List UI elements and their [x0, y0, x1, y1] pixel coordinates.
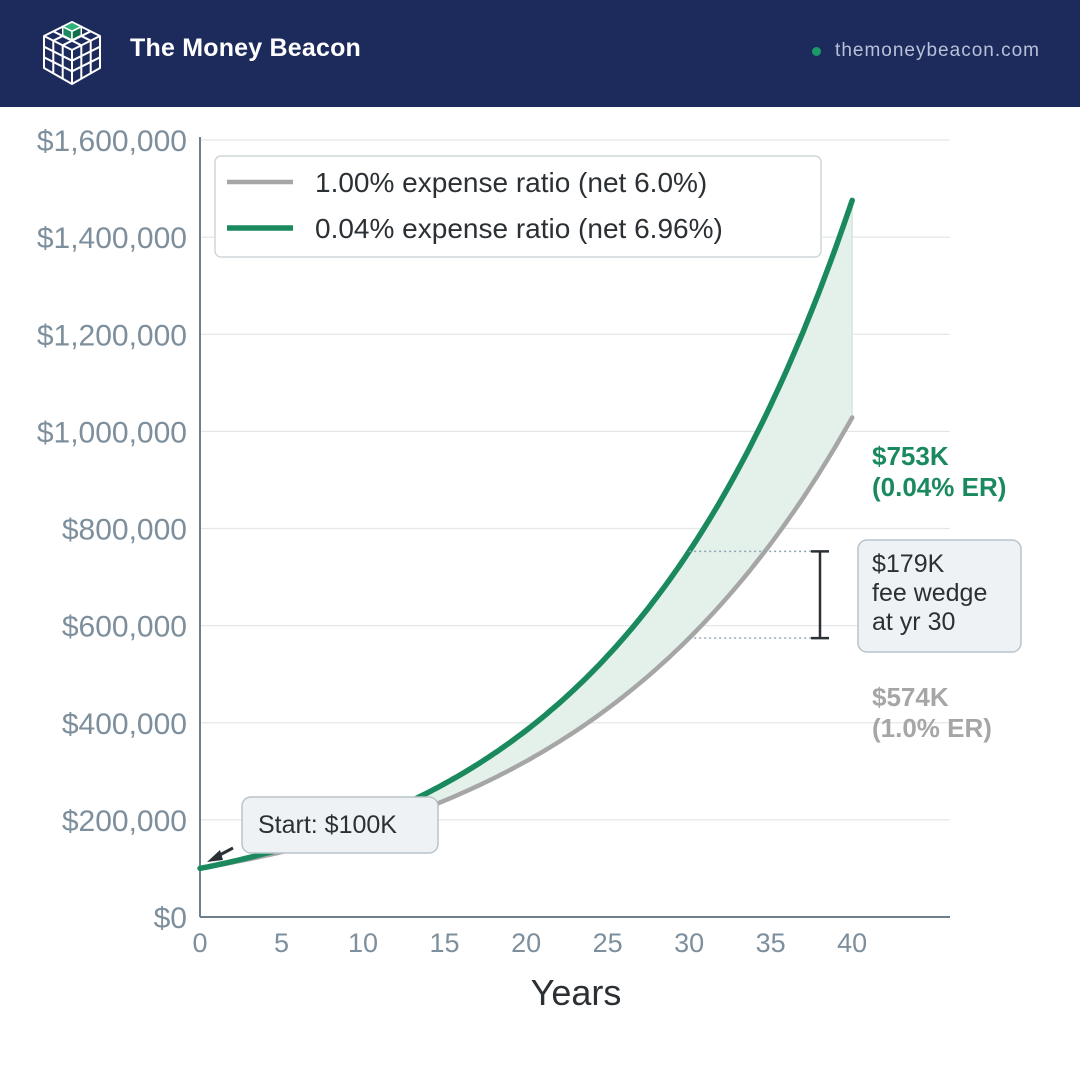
y-tick-label: $600,000 [62, 611, 187, 644]
wedge-annotation-text: at yr 30 [872, 608, 955, 636]
legend-label-green: 0.04% expense ratio (net 6.96%) [315, 213, 723, 244]
y-tick-label: $1,400,000 [37, 222, 187, 255]
y-tick-label: $1,200,000 [37, 319, 187, 352]
y-tick-label: $0 [154, 902, 187, 935]
y-tick-label: $1,000,000 [37, 416, 187, 449]
x-tick-label: 5 [274, 928, 289, 958]
status-dot-icon [812, 46, 822, 56]
fee-gap-area [200, 200, 853, 869]
brand-name: The Money Beacon [130, 34, 362, 62]
gray-end-label: $574K [872, 682, 949, 712]
green-end-label: $753K [872, 441, 949, 471]
y-tick-label: $1,600,000 [37, 125, 187, 158]
y-tick-label: $400,000 [62, 708, 187, 741]
x-tick-label: 20 [511, 928, 541, 958]
x-tick-label: 30 [674, 928, 704, 958]
start-annotation-text: Start: $100K [258, 811, 397, 839]
header-bar: The Money Beacon themoneybeacon.com [0, 0, 1080, 107]
gray-end-sublabel: (1.0% ER) [872, 713, 992, 743]
y-tick-label: $200,000 [62, 805, 187, 838]
x-tick-label: 40 [837, 928, 867, 958]
growth-chart: $0 $200,000 $400,000 $600,000 $800,000 $1,000… [37, 125, 1022, 1013]
site-url-text: themoneybeacon.com [835, 40, 1040, 61]
legend-label-gray: 1.00% expense ratio (net 6.0%) [315, 167, 707, 198]
wedge-annotation-text: fee wedge [872, 579, 987, 607]
x-tick-label: 15 [430, 928, 460, 958]
legend-box [214, 155, 822, 258]
x-axis-label: Years [531, 972, 622, 1013]
x-tick-label: 25 [593, 928, 623, 958]
site-url[interactable]: themoneybeacon.com [812, 40, 1040, 62]
cube-logo-icon [43, 21, 101, 85]
x-tick-label: 0 [192, 928, 207, 958]
green-end-sublabel: (0.04% ER) [872, 472, 1006, 502]
x-tick-label: 10 [348, 928, 378, 958]
wedge-annotation-text: $179K [872, 550, 945, 578]
start-annotation-box [241, 796, 439, 854]
x-tick-label: 35 [756, 928, 786, 958]
wedge-annotation-box [857, 539, 1022, 653]
start-arrowhead-icon [207, 850, 223, 862]
y-tick-label: $800,000 [62, 514, 187, 547]
